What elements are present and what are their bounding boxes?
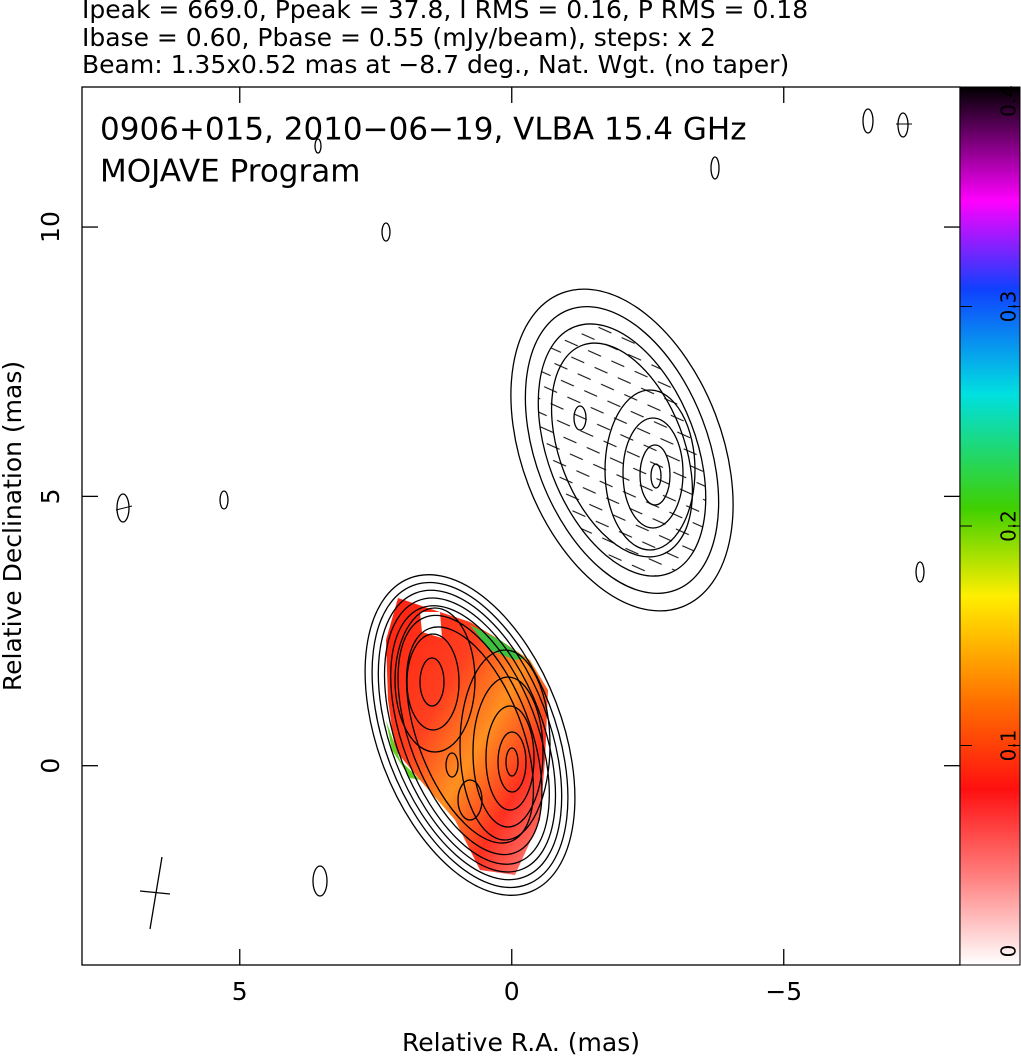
x-tick-label: −5 [765,977,802,1006]
colorbar-tick-label: 0 [997,945,1021,958]
y-axis-label: Relative Declination (mas) [0,361,27,691]
y-tick-label: 5 [36,488,65,504]
header: Ipeak = 669.0, Ppeak = 37.8, I RMS = 0.1… [82,0,808,79]
polarization-gap [420,612,442,638]
colorbar-tick-label: 0.1 [997,730,1021,762]
image-layer [115,108,925,930]
contours-north [510,288,734,612]
polarization-image [386,598,548,875]
colorbar-tick-label: 0.4 [997,85,1021,117]
colorbar-tick-label: 0.2 [997,510,1021,542]
y-tick-label: 10 [36,211,65,243]
colorbar-tick-label: 0.3 [997,291,1021,323]
header-line: Ipeak = 669.0, Ppeak = 37.8, I RMS = 0.1… [82,0,808,24]
contours-north-inner [573,389,696,551]
x-axis-label: Relative R.A. (mas) [402,1028,640,1057]
contours-south [364,574,576,896]
header-line: Ibase = 0.60, Pbase = 0.55 (mJy/beam), s… [82,23,716,52]
noise-contours [115,108,925,897]
x-tick-label: 0 [504,977,520,1006]
program-label: MOJAVE Program [100,154,360,190]
y-tick-label: 0 [36,758,65,774]
contours-core [394,607,551,841]
beam-marker [139,856,171,930]
source-label: 0906+015, 2010−06−19, VLBA 15.4 GHz [100,112,746,148]
x-tick-label: 5 [232,977,248,1006]
polarization-image [386,720,420,780]
header-line: Beam: 1.35x0.52 mas at −8.7 deg., Nat. W… [82,50,789,79]
